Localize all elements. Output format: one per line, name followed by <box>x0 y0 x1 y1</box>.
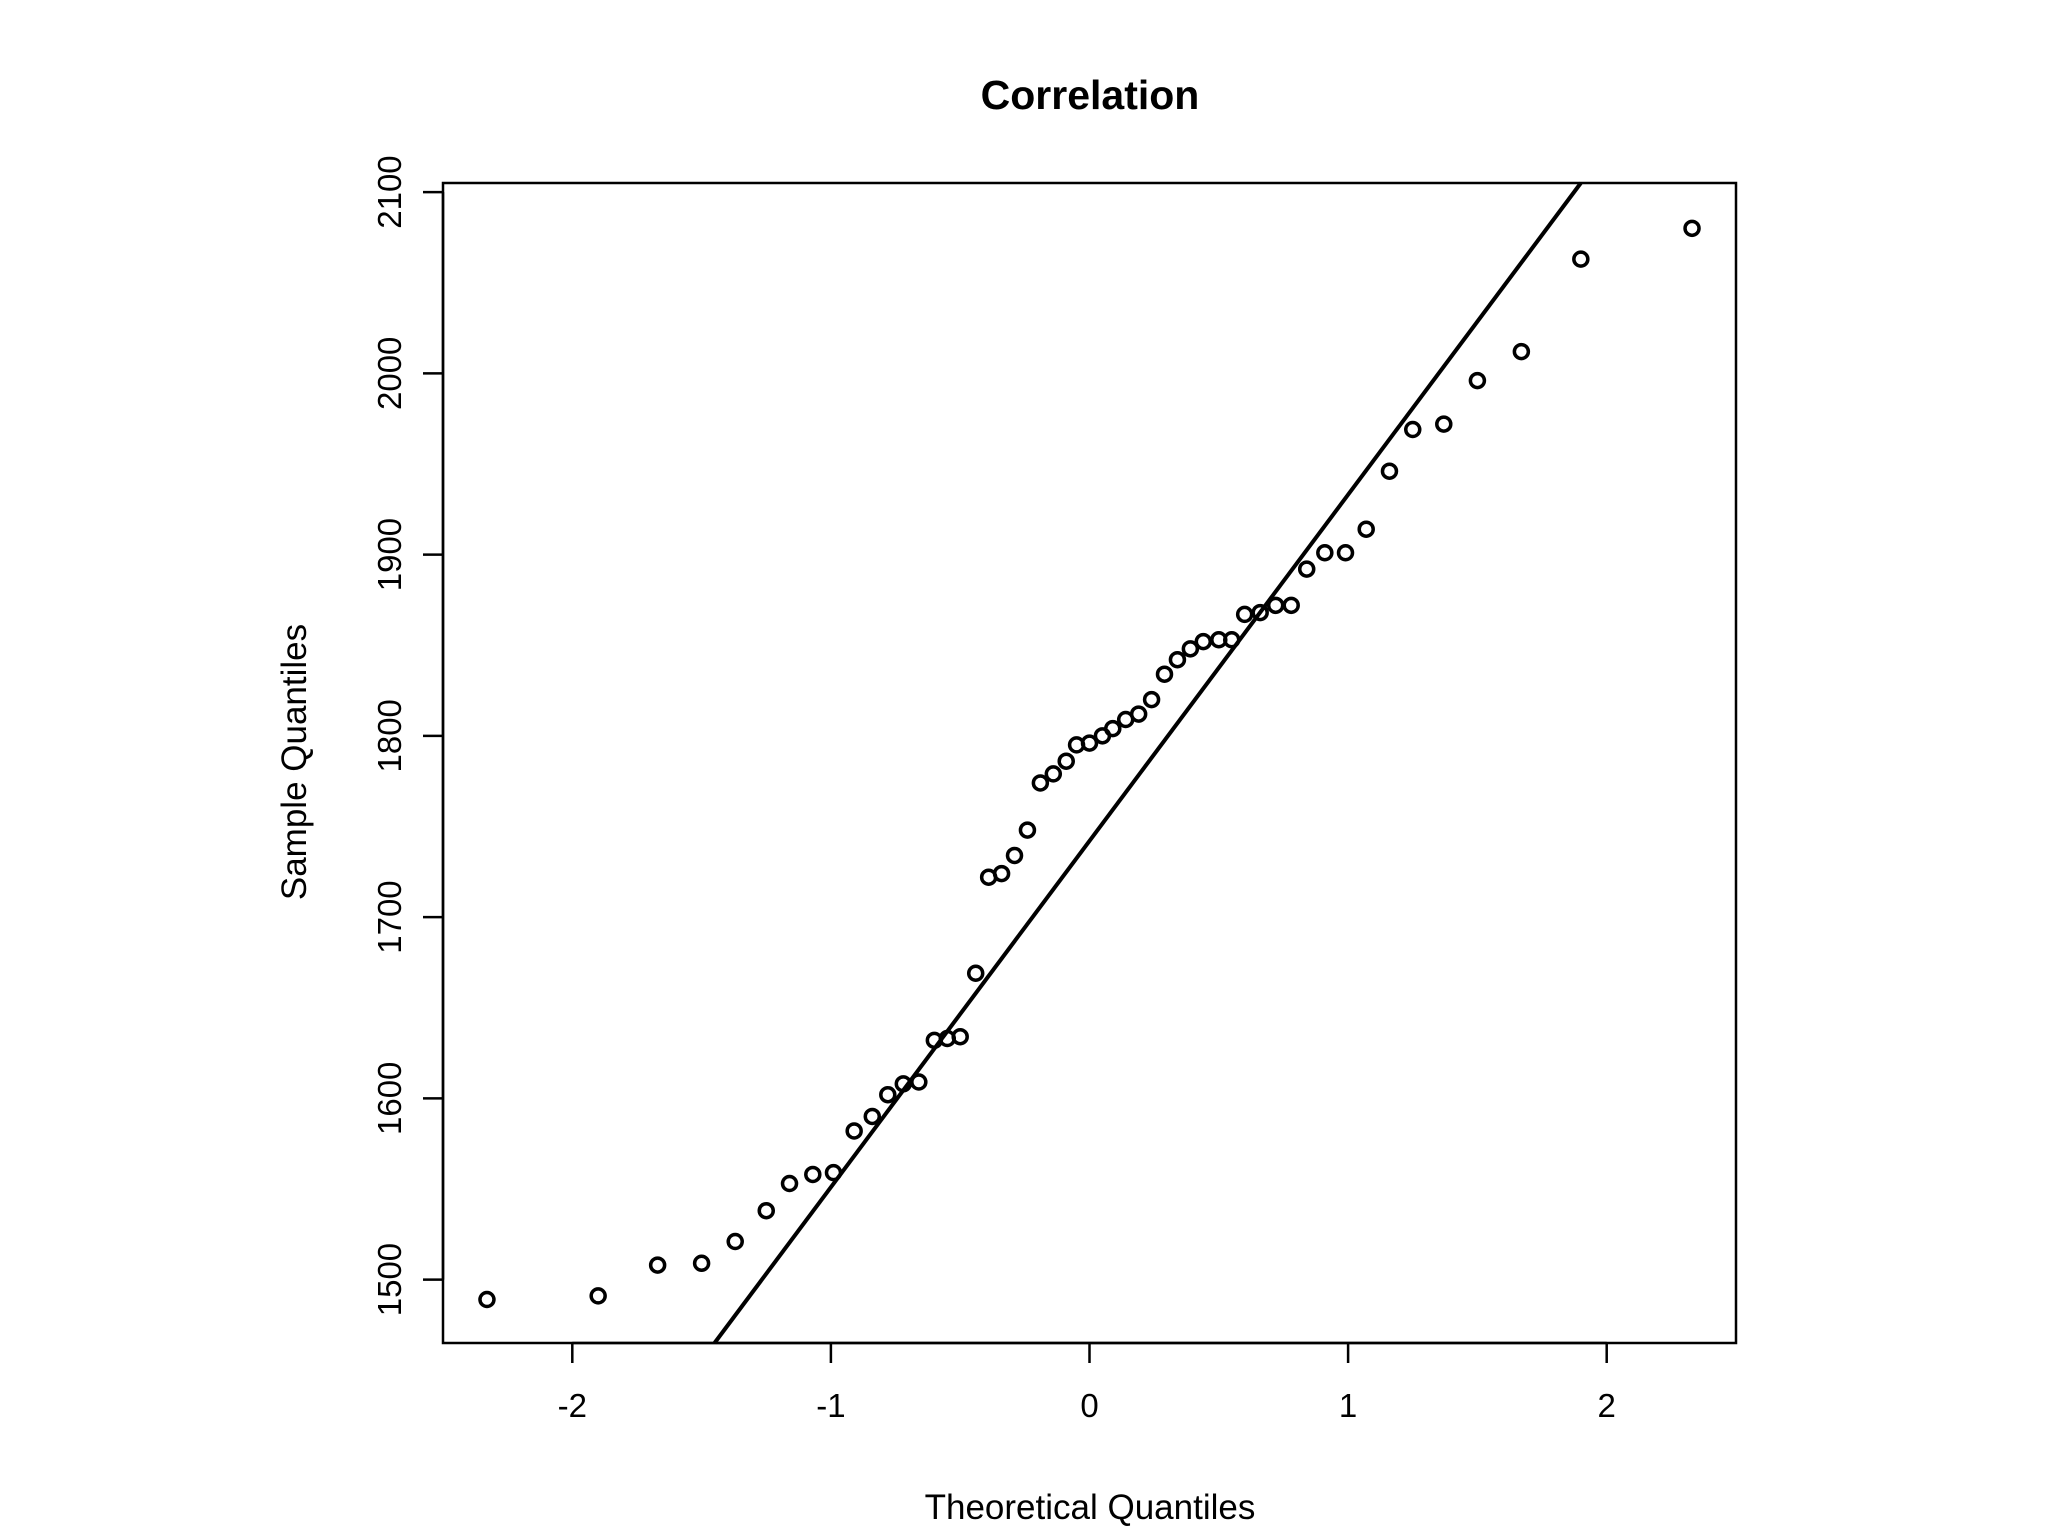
data-point-27 <box>1080 734 1099 752</box>
y-tick-label-4: 1900 <box>371 518 408 591</box>
data-point-4 <box>692 1254 711 1272</box>
x-tick-label-4: 2 <box>1598 1387 1616 1424</box>
x-tick-label-2: 0 <box>1080 1387 1098 1424</box>
y-tick-label-1: 1600 <box>371 1062 408 1135</box>
data-point-22 <box>1018 821 1037 839</box>
data-point-14 <box>910 1073 928 1091</box>
data-point-41 <box>1266 596 1285 615</box>
data-point-43 <box>1297 560 1316 578</box>
data-point-20 <box>992 864 1011 883</box>
data-point-5 <box>726 1232 744 1251</box>
data-point-10 <box>845 1122 863 1140</box>
data-point-31 <box>1129 705 1148 723</box>
data-point-9 <box>824 1163 843 1182</box>
data-point-42 <box>1282 596 1300 615</box>
x-tick-label-1: -1 <box>816 1387 845 1424</box>
data-point-1 <box>478 1290 496 1309</box>
x-tick-label-3: 1 <box>1339 1387 1357 1424</box>
data-point-25 <box>1057 752 1075 770</box>
reference-line-group <box>712 181 1583 1345</box>
data-point-32 <box>1142 690 1161 709</box>
data-point-34 <box>1168 650 1187 669</box>
data-point-46 <box>1357 520 1375 538</box>
data-point-40 <box>1251 603 1269 622</box>
data-point-49 <box>1435 415 1453 433</box>
data-point-47 <box>1380 462 1399 480</box>
data-point-33 <box>1155 665 1174 683</box>
data-point-38 <box>1222 631 1241 649</box>
y-tick-label-0: 1500 <box>371 1243 408 1316</box>
y-axis-label: Sample Quantiles <box>275 624 314 900</box>
data-point-6 <box>757 1201 775 1220</box>
y-axis: 1500 1600 1700 1800 1900 2000 2100 <box>371 155 445 1316</box>
data-point-2 <box>589 1287 607 1305</box>
y-tick-label-2: 1700 <box>371 880 408 953</box>
data-point-7 <box>780 1174 799 1193</box>
data-point-45 <box>1336 544 1355 562</box>
data-point-48 <box>1404 420 1422 439</box>
data-point-17 <box>951 1027 969 1046</box>
chart-title: Correlation <box>981 72 1200 118</box>
data-point-52 <box>1572 250 1590 268</box>
data-point-23 <box>1031 774 1050 792</box>
data-point-35 <box>1181 640 1200 658</box>
data-point-21 <box>1005 846 1024 865</box>
data-point-44 <box>1316 544 1334 562</box>
data-point-24 <box>1044 765 1063 783</box>
y-tick-label-6: 2100 <box>371 155 408 228</box>
x-tick-label-0: -2 <box>558 1387 587 1424</box>
x-axis-label: Theoretical Quantiles <box>925 1488 1256 1527</box>
y-tick-label-3: 1800 <box>371 699 408 772</box>
data-point-51 <box>1512 342 1531 361</box>
data-point-39 <box>1235 605 1254 624</box>
data-point-29 <box>1104 719 1122 738</box>
x-axis: -2 -1 0 1 2 <box>558 1341 1616 1424</box>
plot-frame <box>441 181 1738 1345</box>
data-point-53 <box>1683 219 1701 238</box>
data-point-3 <box>648 1256 667 1274</box>
data-point-50 <box>1468 371 1487 390</box>
data-point-12 <box>879 1085 897 1104</box>
y-tick-label-5: 2000 <box>371 337 408 410</box>
data-point-36 <box>1194 632 1213 651</box>
data-points <box>478 219 1701 1309</box>
data-point-8 <box>804 1165 822 1184</box>
qq-reference-line <box>712 181 1583 1345</box>
data-point-11 <box>863 1107 882 1126</box>
data-point-18 <box>966 964 985 982</box>
